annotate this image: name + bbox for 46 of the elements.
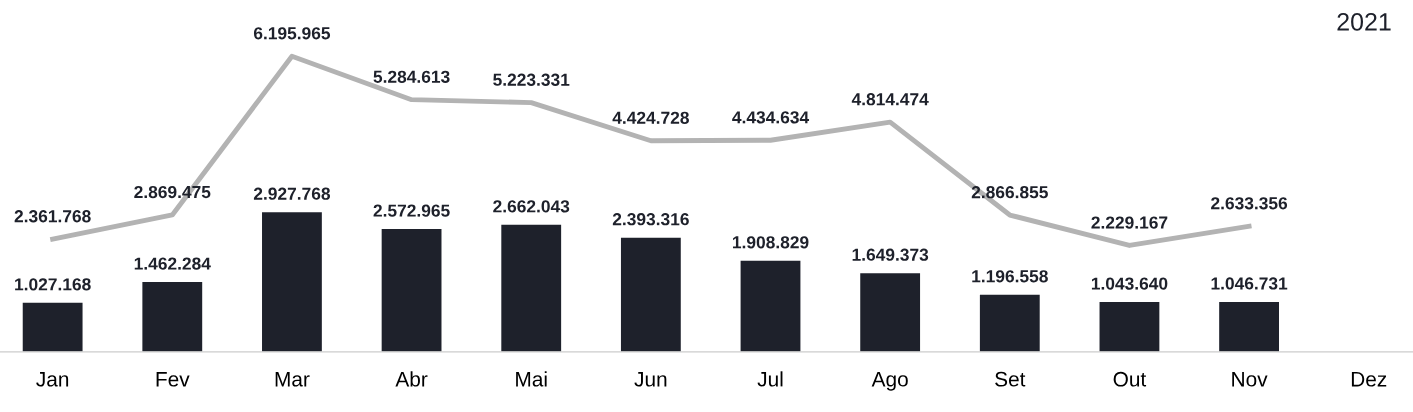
data-label: 2.869.475 [134, 185, 211, 199]
data-label: 2.662.043 [493, 200, 570, 213]
bar [142, 282, 203, 352]
bar [501, 224, 562, 352]
x-tick-label: Jan [36, 372, 69, 387]
x-tick-label: Jun [634, 372, 667, 387]
bar [1219, 301, 1279, 352]
data-label: 2.927.768 [253, 187, 331, 200]
data-label: 1.043.640 [1091, 277, 1168, 290]
x-tick-label: Dez [1351, 372, 1387, 387]
data-label: 1.046.731 [1211, 277, 1288, 290]
x-tick-label: Fev [156, 372, 190, 387]
data-label: 6.195.965 [253, 27, 331, 40]
data-label: 4.814.474 [851, 93, 929, 106]
data-label: 5.223.331 [493, 73, 570, 86]
bar [381, 229, 442, 352]
data-label: 2.229.167 [1091, 216, 1168, 229]
data-label: 4.434.634 [732, 111, 810, 124]
data-label: 1.196.558 [972, 270, 1048, 283]
x-tick-label: Set [995, 371, 1026, 387]
data-label: 2.866.855 [971, 186, 1048, 199]
x-tick-label: Ago [871, 372, 908, 391]
bar [1099, 302, 1160, 352]
bar [262, 212, 322, 352]
bar [979, 294, 1040, 352]
bar [860, 273, 921, 352]
data-label: 1.908.829 [732, 236, 809, 249]
bar [620, 237, 681, 352]
data-label: 2.361.768 [14, 210, 91, 223]
x-tick-label: Mar [275, 372, 310, 387]
data-label: 4.424.728 [612, 111, 689, 124]
data-label: 2.393.316 [612, 213, 689, 226]
chart-subtitle: 2021 [1337, 13, 1391, 31]
data-label: 1.027.168 [15, 278, 91, 291]
x-tick-label: Out [1113, 371, 1147, 387]
x-tick-label: Jul [757, 371, 783, 387]
x-tick-label: Nov [1232, 372, 1268, 387]
data-label: 2.633.356 [1211, 197, 1288, 210]
data-label: 5.284.613 [373, 70, 450, 83]
bar [22, 302, 83, 352]
data-label: 1.462.284 [134, 257, 211, 270]
x-tick-label: Abr [395, 371, 428, 387]
x-tick-label: Mai [516, 371, 547, 387]
bar [740, 260, 801, 352]
data-label: 1.649.373 [852, 248, 929, 261]
data-label: 2.572.965 [373, 204, 450, 217]
